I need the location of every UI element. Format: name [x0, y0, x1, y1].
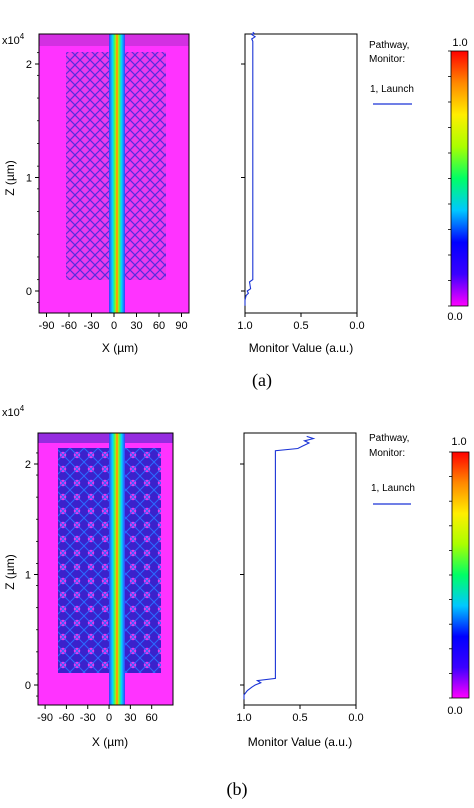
guided-beam — [109, 34, 125, 313]
legend-title-monitor: Monitor: — [369, 448, 405, 459]
legend-title-pathway: Pathway, — [369, 40, 409, 51]
x-axis-label: X (µm) — [102, 341, 138, 355]
monitor-x-tick-label: 0.0 — [349, 320, 364, 332]
field-map-a — [38, 33, 190, 314]
monitor-x-ticks: 1.0 0.5 0.0 — [236, 705, 364, 724]
exponent-label: x104 — [2, 404, 25, 419]
monitor-x-tick-label: 0.0 — [348, 712, 363, 724]
monitor-frame — [243, 432, 357, 706]
legend-title-monitor: Monitor: — [369, 54, 405, 65]
x-tick-label: 60 — [153, 320, 165, 332]
x-tick-label: -90 — [39, 320, 55, 332]
monitor-x-ticks: 1.0 0.5 0.0 — [237, 313, 365, 332]
y-tick-label: 1 — [26, 173, 32, 185]
field-top-band — [38, 433, 173, 443]
x-tick-label: -60 — [61, 320, 77, 332]
x-tick-label: -60 — [58, 712, 74, 724]
y-tick-label: 0 — [25, 680, 31, 692]
colorbar — [451, 451, 470, 699]
y-axis-label: Z (µm) — [3, 160, 17, 196]
monitor-x-tick-label: 0.5 — [292, 712, 307, 724]
y-tick-label: 1 — [25, 570, 31, 582]
monitor-frame — [244, 33, 358, 314]
x-tick-label: -90 — [37, 712, 53, 724]
guided-beam — [109, 433, 125, 705]
legend-entry-label: 1, Launch — [371, 483, 415, 494]
monitor-x-tick-label: 1.0 — [236, 712, 251, 724]
x-ticks: -90 -60 -30 0 30 60 — [37, 705, 158, 724]
colorbar-ticks — [449, 451, 452, 699]
x-tick-label: 60 — [146, 712, 158, 724]
y-tick-label: 2 — [25, 459, 31, 471]
x-axis-label: X (µm) — [92, 735, 128, 749]
x-tick-label: -30 — [84, 320, 100, 332]
monitor-x-tick-label: 1.0 — [237, 320, 252, 332]
y-axis-label: Z (µm) — [3, 554, 17, 590]
legend-entry-label: 1, Launch — [370, 84, 414, 95]
colorbar-ticks — [448, 50, 451, 307]
colorbar-top-label: 1.0 — [452, 37, 467, 49]
plot-frame — [37, 432, 174, 706]
colorbar-bottom-label: 0.0 — [447, 705, 462, 717]
colorbar-top-label: 1.0 — [451, 436, 466, 448]
y-ticks: 0 1 2 — [25, 452, 244, 697]
x-tick-label: 0 — [111, 320, 117, 332]
panel-a: x104 Z (µm) X (µm) 012 -90 -60 -30 0 30 60 90 … — [2, 31, 469, 391]
x-tick-label: 0 — [106, 712, 112, 724]
y-tick-label: 0 — [26, 286, 32, 298]
panel-b: x104 Z (µm) X (µm) 0 1 2 -90 -60 -30 0 30 60 1.… — [2, 404, 470, 800]
monitor-x-axis-label: Monitor Value (a.u.) — [248, 735, 353, 749]
legend-title-pathway: Pathway, — [369, 433, 409, 444]
x-tick-label: 30 — [130, 320, 142, 332]
monitor-x-axis-label: Monitor Value (a.u.) — [249, 341, 354, 355]
colorbar — [450, 50, 469, 307]
monitor-line-launch — [244, 31, 257, 306]
field-map-b — [37, 432, 174, 706]
x-tick-label: 90 — [175, 320, 187, 332]
x-tick-label: -30 — [80, 712, 96, 724]
y-tick-label: 2 — [26, 59, 32, 71]
monitor-line-launch — [243, 435, 316, 700]
x-ticks: -90 -60 -30 0 30 60 90 — [39, 313, 188, 332]
caption-b: (b) — [227, 779, 248, 800]
monitor-x-tick-label: 0.5 — [293, 320, 308, 332]
exponent-label: x104 — [2, 32, 25, 47]
x-tick-label: 30 — [124, 712, 136, 724]
colorbar-bottom-label: 0.0 — [447, 311, 462, 323]
y-ticks: 0 1 2 — [26, 52, 245, 303]
caption-a: (a) — [252, 370, 272, 391]
